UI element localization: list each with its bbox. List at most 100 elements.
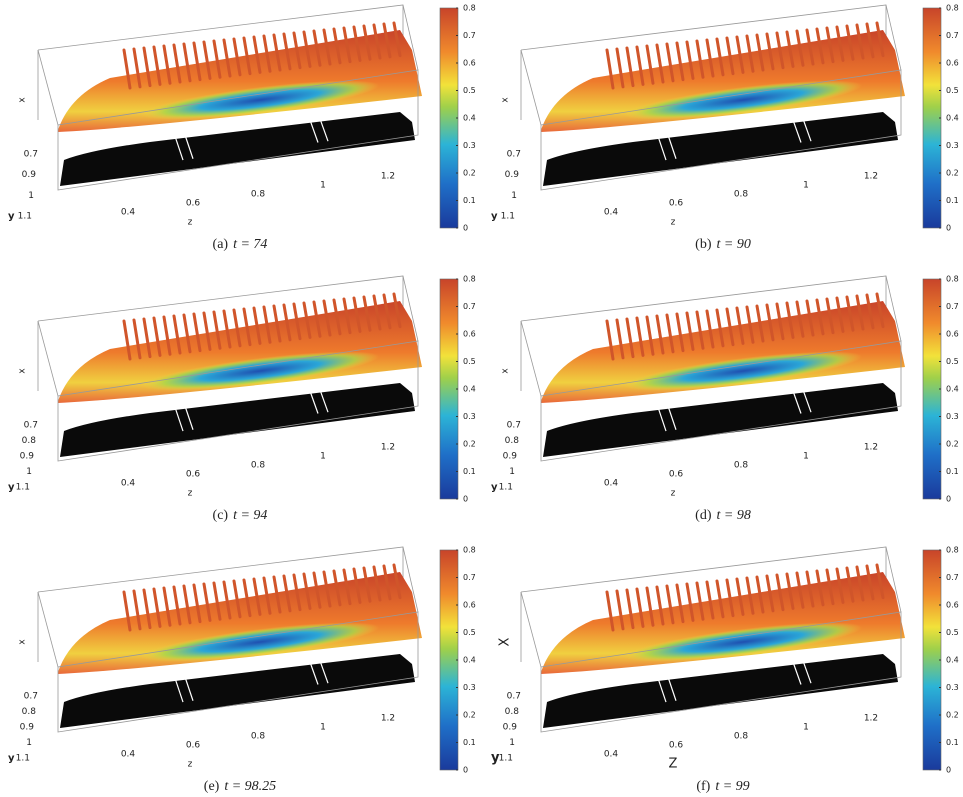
director [855, 23, 865, 60]
director [745, 305, 755, 344]
streak [667, 134, 677, 159]
colorbar [439, 278, 459, 500]
director [192, 41, 202, 82]
streak [657, 136, 667, 161]
box-edge [520, 591, 542, 668]
director [875, 292, 885, 329]
z-tick-label: 1 [803, 452, 809, 462]
z-axis-label: z [188, 760, 193, 770]
director [635, 316, 645, 357]
director [695, 581, 705, 621]
colorbar-tick-label: 0.4 [463, 656, 476, 665]
colorbar-tick-label: 0.6 [946, 59, 959, 68]
colorbar-tick-label: 0.2 [463, 440, 476, 449]
director [805, 28, 815, 66]
y-tick-label: 0.7 [24, 421, 38, 431]
x-axis-label: x [501, 97, 511, 103]
director [152, 45, 162, 86]
colorbar-tick-label: 0.2 [946, 711, 959, 720]
streak [174, 678, 184, 703]
director [142, 588, 152, 630]
y-tick-label: 0.9 [503, 452, 518, 462]
colorbar [922, 7, 942, 229]
colorbar-tick-label: 0.6 [946, 330, 959, 339]
colorbar-tick-label: 0 [946, 495, 951, 504]
caption: (e) t = 98.25 [204, 779, 276, 794]
box-front [57, 611, 419, 733]
director [272, 304, 282, 343]
director [272, 33, 282, 72]
director [202, 311, 212, 351]
director [685, 582, 695, 622]
colorbar-tick-label: 0.7 [946, 31, 959, 40]
director [795, 571, 805, 609]
director [705, 580, 715, 620]
caption-equation: t = 99 [715, 779, 749, 794]
director [845, 566, 855, 603]
z-tick-label: 0.6 [186, 470, 201, 480]
z-axis-label: z [188, 489, 193, 499]
y-tick-label: 1.1 [16, 754, 30, 764]
y-tick-label: 0.7 [24, 150, 38, 160]
director [805, 299, 815, 337]
colorbar-tick-label: 0.7 [946, 302, 959, 311]
colorbar-tick-label: 0.7 [946, 573, 959, 582]
colorbar [439, 7, 459, 229]
director [695, 39, 705, 79]
y-tick-label: 1 [26, 738, 32, 748]
panel: Xy Z 0.7 0.8 0.9 1 1.1 0.4 0.6 0.8 1 1.2 0 0.1 0.2 0.3 0… [491, 546, 959, 795]
director [795, 300, 805, 338]
director [392, 21, 402, 58]
colorbar-tick-label: 0.5 [946, 86, 959, 95]
box-front [540, 611, 902, 733]
director [795, 29, 805, 67]
caption-equation: t = 74 [233, 237, 267, 252]
z-tick-label: 0.8 [734, 461, 749, 471]
x-axis-label: x [18, 639, 28, 645]
director [855, 294, 865, 331]
director [775, 31, 785, 70]
director-surface [58, 301, 422, 403]
y-axis-label: y [491, 211, 498, 222]
director [645, 44, 655, 85]
colorbar-tick-label: 0.3 [463, 412, 476, 421]
z-axis-label: z [188, 218, 193, 228]
defect-region [140, 622, 380, 662]
z-tick-label: 0.4 [604, 750, 619, 760]
director [332, 298, 342, 336]
director [172, 585, 182, 626]
director [675, 41, 685, 82]
director [865, 22, 875, 59]
streak [309, 661, 319, 685]
director [725, 307, 735, 347]
box-edge [520, 49, 542, 126]
colorbar-tick-label: 0 [946, 224, 951, 233]
y-tick-label: 1 [511, 191, 517, 201]
streak [319, 118, 329, 142]
director [342, 568, 352, 606]
caption-equation: t = 94 [233, 508, 267, 523]
z-tick-label: 0.8 [251, 461, 266, 471]
y-axis-label: y [491, 482, 498, 493]
colorbar-tick-label: 0.8 [463, 546, 476, 555]
director [152, 587, 162, 628]
colorbar-tick-label: 0.1 [463, 196, 476, 205]
y-axis-label: y [8, 211, 15, 222]
colorbar-tick-label: 0.5 [463, 86, 476, 95]
colorbar-tick-label: 0.7 [463, 573, 476, 582]
director [312, 29, 322, 67]
director [182, 313, 192, 354]
z-tick-label: 1 [320, 723, 326, 733]
director [735, 306, 745, 345]
director [745, 34, 755, 73]
y-tick-label: 0.9 [505, 170, 520, 180]
director [665, 584, 675, 625]
box-front [540, 69, 902, 191]
director [735, 577, 745, 616]
y-axis-label: y [8, 482, 15, 493]
colorbar-tick-label: 0.3 [946, 683, 959, 692]
colorbar-tick-label: 0.2 [946, 169, 959, 178]
z-tick-label: 0.8 [734, 190, 749, 200]
director [765, 32, 775, 71]
